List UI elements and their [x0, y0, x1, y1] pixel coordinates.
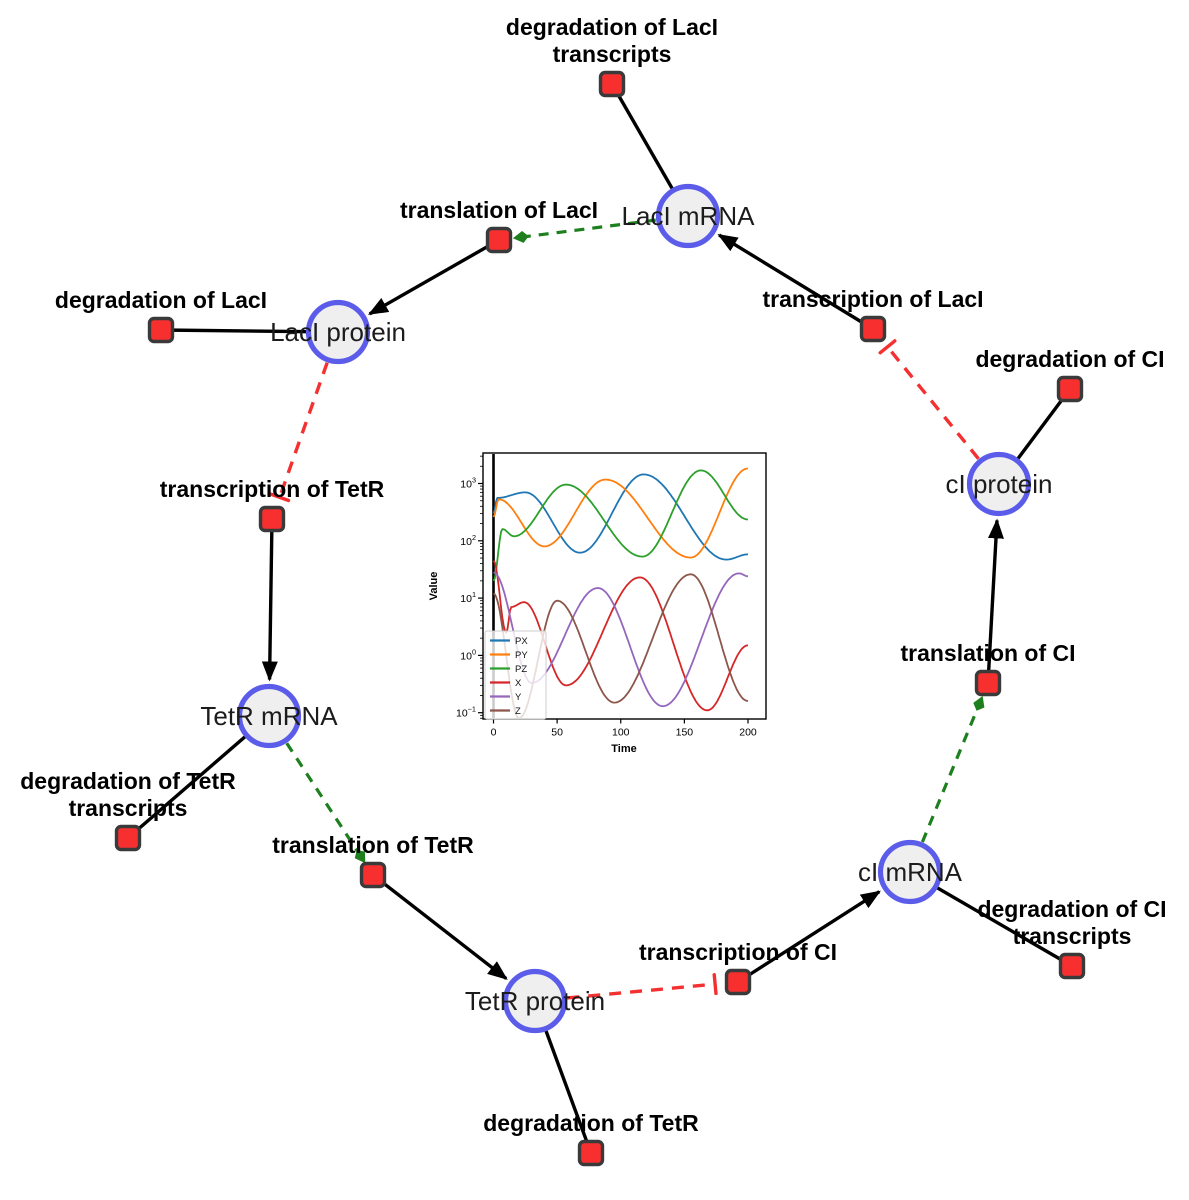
chart-y-ticklabel-2: 102 — [460, 533, 476, 548]
chart-x-axis-title: Time — [611, 743, 636, 755]
node-labels-layer: LacI mRNA LacI protein TetR mRNA TetR prote… — [20, 14, 1166, 1136]
chart-legend: PX PY PZ XYZ — [484, 630, 547, 720]
reaction-node-r_transc_tetr[interactable] — [258, 505, 286, 533]
edge-inhibition-ci_protein-r_transc_laci — [888, 347, 980, 460]
chart-y-ticklabel--1: 10−1 — [456, 705, 476, 720]
reaction-node-r_deg_ci[interactable] — [1056, 375, 1084, 403]
species-label-tetr_mrna: TetR mRNA — [200, 701, 338, 731]
reaction-node-r_deg_laci_tx[interactable] — [598, 70, 626, 98]
reaction-label-r_transl_tetr-line1: translation of TetR — [272, 832, 474, 858]
reaction-label-r_transc_ci-line1: transcription of CI — [639, 939, 837, 965]
chart-series-X — [492, 560, 749, 712]
edge-production-r_transl_ci-ci_protein — [986, 518, 1004, 684]
chart-legend-label-PZ: PZ — [515, 664, 527, 675]
chart-x-ticklabel-0: 0 — [491, 727, 497, 739]
chart-series-PY — [492, 467, 749, 559]
nodes-layer — [114, 70, 1086, 1167]
reaction-label-r_deg_ci_tx-line1: degradation of CI — [977, 896, 1166, 922]
species-node-tetr_protein[interactable] — [502, 968, 568, 1034]
edge-production-r_transc_ci-ci_mrna — [737, 890, 881, 984]
reaction-label-r_transl_ci-line1: translation of CI — [900, 640, 1075, 666]
chart-legend-label-PY: PY — [515, 650, 528, 661]
reaction-node-r_transc_laci[interactable] — [859, 315, 887, 343]
species-label-ci_protein: cI protein — [946, 469, 1053, 499]
chart-legend-label-Z: Z — [515, 706, 521, 717]
edge-production-r_transc_tetr-tetr_mrna — [261, 518, 278, 682]
chart-x-ticklabel-100: 100 — [612, 727, 630, 739]
reaction-label-r_transl_laci-line1: translation of LacI — [400, 197, 598, 223]
edge-production-r_transl_laci-laci_protein — [367, 238, 500, 316]
species-node-laci_mrna[interactable] — [655, 183, 721, 249]
chart-x-ticklabel-200: 200 — [739, 727, 757, 739]
chart-frame — [482, 452, 767, 720]
chart-legend-label-Y: Y — [515, 692, 522, 703]
chart-y-axis-title: Value — [428, 572, 440, 601]
edge-inhibition-laci_protein-r_transc_tetr — [280, 362, 329, 498]
chart-x-ticklabel-50: 50 — [551, 727, 563, 739]
species-node-laci_protein[interactable] — [305, 299, 371, 365]
species-label-tetr_protein: TetR protein — [465, 986, 605, 1016]
species-label-laci_mrna: LacI mRNA — [622, 201, 756, 231]
reaction-label-r_deg_tetr_tx-line2: transcripts — [69, 795, 188, 821]
chart-x-ticklabel-150: 150 — [676, 727, 694, 739]
edge-modifier-ci_mrna-r_transl_ci — [920, 695, 985, 843]
reaction-label-r_deg_laci-line1: degradation of LacI — [55, 287, 267, 313]
species-label-laci_protein: LacI protein — [270, 317, 406, 347]
reaction-node-r_transl_laci[interactable] — [485, 226, 513, 254]
chart-legend-label-PX: PX — [515, 636, 528, 647]
species-node-ci_mrna[interactable] — [877, 839, 943, 905]
reaction-label-r_deg_ci-line1: degradation of CI — [975, 346, 1164, 372]
reaction-label-r_deg_laci_tx-line1: degradation of LacI — [506, 14, 718, 40]
species-label-ci_mrna: cI mRNA — [858, 857, 963, 887]
reaction-label-r_deg_ci_tx-line2: transcripts — [1013, 923, 1132, 949]
reaction-node-r_deg_tetr[interactable] — [577, 1139, 605, 1167]
reaction-label-r_transc_laci-line1: transcription of LacI — [762, 286, 983, 312]
reaction-node-r_transl_ci[interactable] — [974, 669, 1002, 697]
reaction-label-r_deg_tetr_tx-line1: degradation of TetR — [20, 768, 236, 794]
edge-inhibition-tetr_protein-r_transc_ci — [567, 984, 715, 1000]
species-node-tetr_mrna[interactable] — [236, 683, 302, 749]
reaction-label-r_deg_tetr-line1: degradation of TetR — [483, 1110, 699, 1136]
reaction-label-r_deg_laci_tx-line2: transcripts — [553, 41, 672, 67]
species-node-ci_protein[interactable] — [966, 451, 1032, 517]
edge-production-r_transl_tetr-tetr_protein — [371, 873, 508, 980]
chart-legend-label-X: X — [515, 678, 522, 689]
reaction-node-r_transc_ci[interactable] — [724, 968, 752, 996]
edge-production-r_transc_laci-laci_mrna — [717, 233, 874, 331]
chart-y-ticklabel-1: 101 — [460, 590, 476, 605]
edges-layer — [126, 83, 1073, 1154]
reaction-label-r_transc_tetr-line1: transcription of TetR — [160, 476, 385, 502]
reaction-node-r_deg_laci[interactable] — [147, 316, 175, 344]
reaction-node-r_deg_tetr_tx[interactable] — [114, 824, 142, 852]
chart-y-ticklabel-3: 103 — [460, 476, 476, 491]
chart-series-PX — [492, 473, 748, 561]
reaction-node-r_transl_tetr[interactable] — [359, 861, 387, 889]
edge-modifier-tetr_mrna-r_transl_tetr — [285, 742, 366, 864]
chart-y-ticklabel-0: 100 — [460, 647, 476, 662]
reaction-node-r_deg_ci_tx[interactable] — [1058, 952, 1086, 980]
chart-series-PZ — [492, 469, 749, 582]
edge-modifier-laci_mrna-r_transl_laci — [512, 218, 656, 243]
